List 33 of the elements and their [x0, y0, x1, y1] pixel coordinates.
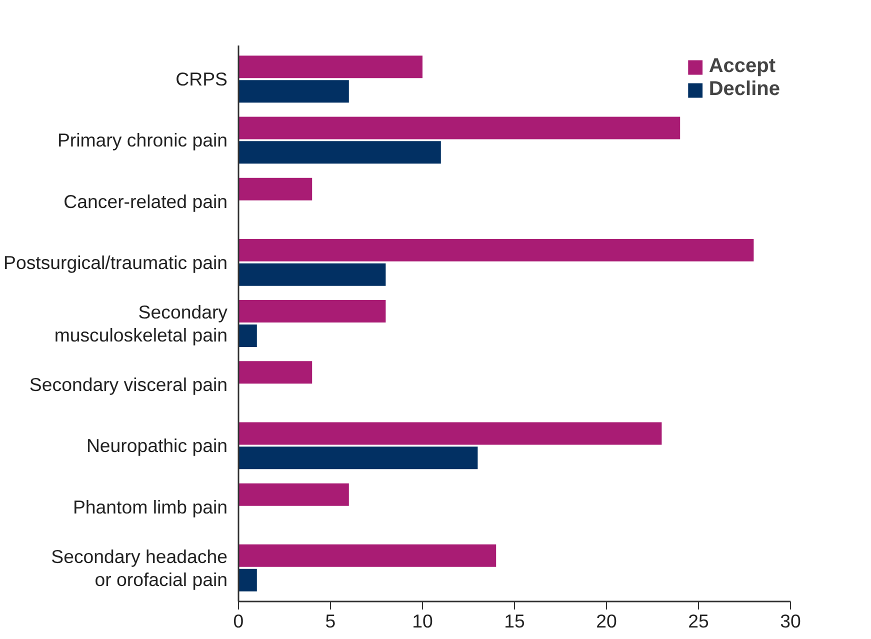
bar	[238, 446, 478, 470]
x-tick-label: 25	[688, 610, 709, 632]
bar	[238, 361, 312, 384]
bar	[238, 116, 680, 140]
x-tick-label: 20	[596, 610, 617, 632]
bar	[238, 544, 496, 567]
bar	[238, 568, 257, 592]
x-tick-label: 10	[412, 610, 433, 632]
y-tick-label: Cancer-related pain	[64, 190, 228, 212]
y-tick-label: Secondary visceral pain	[29, 374, 228, 396]
legend-label: Accept	[708, 55, 776, 78]
bar	[238, 324, 257, 347]
y-tick-label: Phantom limb pain	[72, 496, 228, 518]
y-tick-label: Secondary headache or orofacial pain	[51, 546, 228, 590]
x-tick-label: 30	[780, 610, 801, 632]
y-tick-label: Neuropathic pain	[86, 435, 228, 456]
y-tick-label: Postsurgical/traumatic pain	[4, 252, 228, 273]
x-tick-label: 15	[504, 610, 525, 632]
bar	[238, 300, 386, 323]
bar	[238, 238, 754, 262]
bar	[238, 56, 422, 78]
bar	[238, 80, 349, 103]
bar	[238, 422, 662, 445]
y-tick-label: Primary chronic pain	[57, 130, 228, 151]
bar	[238, 483, 349, 506]
bar	[238, 141, 441, 164]
x-tick-label: 0	[233, 610, 244, 632]
bar	[238, 178, 312, 200]
y-tick-label: Secondary musculoskeletal pain	[54, 301, 228, 346]
bar	[238, 263, 386, 286]
y-tick-label: CRPS	[176, 68, 228, 90]
x-tick-label: 5	[325, 610, 336, 632]
legend-label: Decline	[708, 78, 780, 101]
